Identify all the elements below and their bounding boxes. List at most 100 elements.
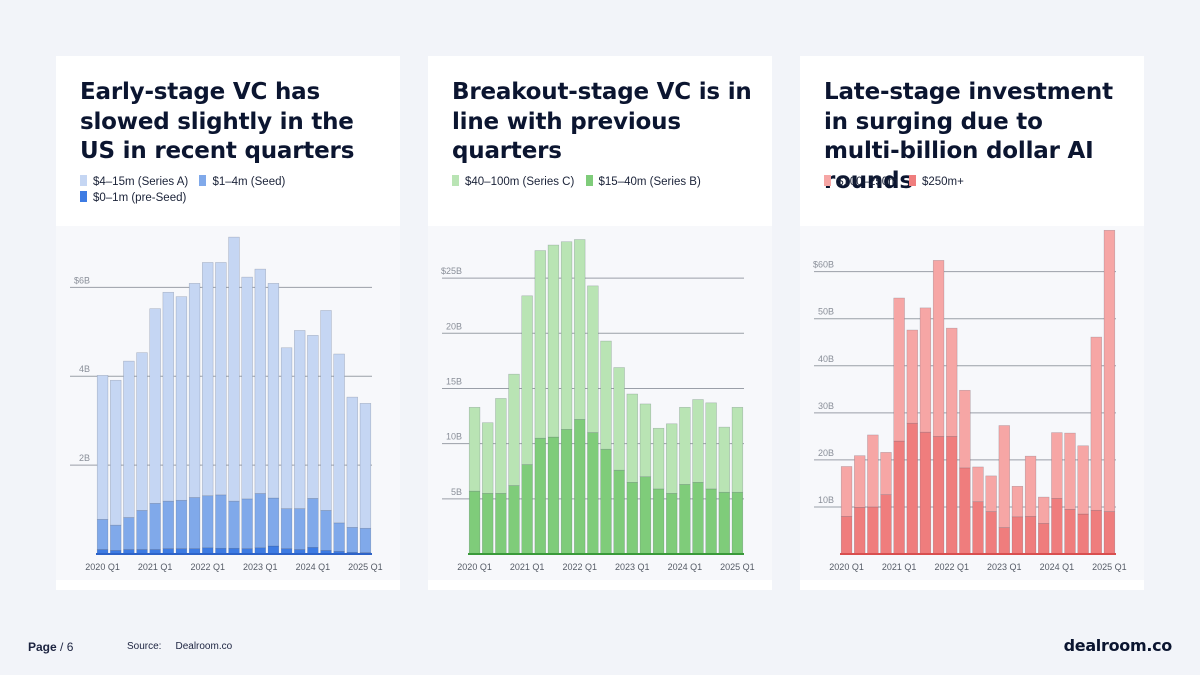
bar-segment [854, 507, 866, 555]
bar-segment [574, 419, 586, 555]
x-tick-label: 2024 Q1 [668, 562, 703, 572]
bar-segment [600, 340, 612, 450]
bar-segment [547, 244, 560, 438]
chart-title: Early-stage VC has slowed slightly in th… [80, 79, 355, 164]
bar-segment [495, 398, 507, 494]
x-tick-label: 2021 Q1 [138, 562, 173, 572]
bar-segment [110, 524, 122, 551]
bar-segment [333, 353, 345, 524]
x-tick-label: 2020 Q1 [457, 562, 492, 572]
legend-item-250m-plus: $250m+ [908, 174, 964, 190]
bar-segment [893, 440, 905, 555]
bar-segment [320, 310, 332, 511]
bar-segment [985, 475, 997, 512]
bar-segment [919, 307, 932, 433]
bar-segment [1077, 445, 1089, 515]
bar-segment [652, 427, 665, 490]
source-note: Source: Dealroom.co [127, 641, 232, 652]
x-tick-label: 2024 Q1 [296, 562, 331, 572]
legend-item-series-c: $40–100m (Series C) [452, 174, 574, 190]
legend-label: $15–40m (Series B) [598, 176, 701, 188]
x-tick-label: 2024 Q1 [1040, 562, 1075, 572]
bar-segment [228, 236, 240, 502]
bar-segment [254, 268, 266, 494]
bar-segment [202, 262, 214, 497]
legend-label: $100–250m [837, 176, 898, 188]
bar-segment [215, 262, 227, 496]
chart-card-breakout-stage: Breakout-stage VC is in line with previo… [428, 56, 772, 590]
bar-segment [162, 500, 174, 549]
bar-segment [1064, 432, 1076, 510]
bar-segment [241, 276, 253, 500]
bar-segment [840, 516, 853, 555]
bar-segment [1051, 432, 1063, 499]
y-tick-label: 4B [79, 364, 90, 374]
bar-segment [149, 308, 161, 504]
bar-segment [587, 285, 599, 433]
bar-segment [267, 497, 280, 547]
bar-segment [718, 426, 730, 493]
bar-segment [1103, 229, 1116, 512]
legend-swatch [908, 175, 916, 186]
y-tick-label: 15B [446, 376, 462, 386]
bar-segment [123, 517, 135, 550]
legend-swatch [199, 175, 207, 186]
bar-segment [96, 375, 109, 520]
chart-legend: $100–250m $250m+ [824, 174, 1124, 190]
bar-segment [294, 330, 306, 509]
bar-segment [1038, 523, 1050, 555]
bar-segment [959, 389, 971, 469]
bar-segment [508, 373, 520, 486]
bar-segment [985, 511, 997, 555]
legend-item-pre-seed: $0–1m (pre-Seed) [80, 190, 186, 206]
bar-segment [906, 422, 918, 555]
y-tick-label: 20B [818, 448, 834, 458]
bar-segment [188, 497, 201, 549]
bar-segment [652, 488, 665, 555]
bar-segment [560, 429, 573, 555]
bar-segment [1090, 336, 1102, 511]
bar-segment [267, 283, 280, 499]
dealroom-logo[interactable]: dealroom.co [1063, 636, 1173, 655]
x-tick-label: 2023 Q1 [987, 562, 1022, 572]
x-tick-label: 2023 Q1 [615, 562, 650, 572]
bar-segment [560, 241, 573, 430]
bar-segment [705, 402, 717, 490]
bar-segment [666, 423, 678, 494]
bar-segment [692, 399, 704, 483]
bar-segment [906, 329, 918, 424]
bar-segment [574, 239, 586, 420]
bar-segment [932, 436, 945, 555]
bar-segment [346, 396, 358, 528]
x-tick-label: 2023 Q1 [243, 562, 278, 572]
bar-segment [1103, 511, 1116, 555]
bar-segment [123, 360, 135, 518]
bar-segment [215, 494, 227, 549]
bar-segment [692, 482, 704, 555]
bar-segment [867, 506, 879, 555]
bar-segment [175, 499, 188, 549]
bar-segment [854, 455, 866, 508]
plot-area: 10B 20B 30B 40B 50B $60B 2020 Q1 2021 Q1 2022 Q1… [800, 226, 1144, 580]
x-tick-label: 2021 Q1 [882, 562, 917, 572]
bar-segment [267, 545, 280, 555]
source-value: Dealroom.co [175, 641, 233, 652]
y-tick-label: 2B [79, 453, 90, 463]
x-tick-label: 2022 Q1 [562, 562, 597, 572]
bar-segment [1024, 516, 1037, 555]
bar-segment [1011, 485, 1024, 518]
bar-segment [932, 260, 945, 437]
y-tick-label: 20B [446, 321, 462, 331]
bar-segment [294, 508, 306, 550]
plot-area: 2B 4B $6B 2020 Q1 2021 Q1 2022 Q1 2023 Q1 2024 … [56, 226, 400, 580]
x-tick-label: 2020 Q1 [829, 562, 864, 572]
y-tick-label: 5B [451, 487, 462, 497]
legend-label: $1–4m (Seed) [212, 176, 286, 188]
bar-segment [495, 493, 507, 555]
x-tick-label: 2022 Q1 [934, 562, 969, 572]
legend-swatch [452, 175, 459, 186]
bar-segment [972, 466, 984, 503]
bar-segment [1024, 455, 1037, 517]
bar-segment [679, 484, 691, 555]
bar-segment [521, 464, 533, 555]
